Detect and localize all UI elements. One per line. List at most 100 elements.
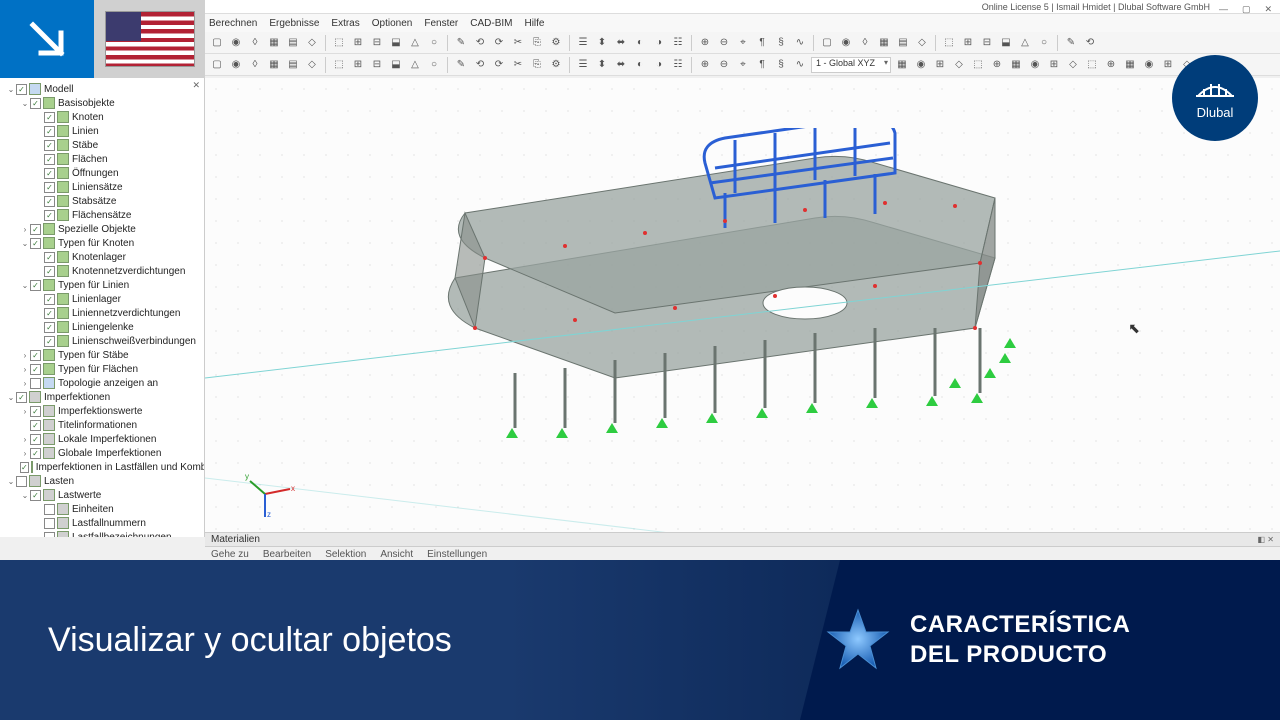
- toolbar-button[interactable]: ✂: [510, 35, 526, 51]
- toolbar-button[interactable]: ⬌: [613, 57, 629, 73]
- toolbar-button[interactable]: ◑: [651, 57, 667, 73]
- tree-item[interactable]: ›Topologie anzeigen an: [2, 376, 202, 390]
- panel-menu-item[interactable]: Gehe zu: [211, 549, 249, 560]
- toolbar-button[interactable]: ▢: [209, 35, 225, 51]
- toolbar-button[interactable]: ○: [426, 57, 442, 73]
- toolbar-button[interactable]: ○: [1036, 35, 1052, 51]
- toolbar-button[interactable]: ✎: [453, 35, 469, 51]
- toolbar-button[interactable]: ⬓: [998, 35, 1014, 51]
- checkbox[interactable]: [30, 434, 41, 445]
- toolbar-button[interactable]: ◉: [913, 57, 929, 73]
- toolbar-button[interactable]: ▤: [895, 35, 911, 51]
- toolbar-button[interactable]: ⬍: [594, 57, 610, 73]
- toolbar-button[interactable]: ⊞: [1160, 57, 1176, 73]
- tree-item[interactable]: ⌄Lastwerte: [2, 488, 202, 502]
- tree-item[interactable]: Lastfallnummern: [2, 516, 202, 530]
- expand-icon[interactable]: ›: [20, 379, 30, 388]
- checkbox[interactable]: [44, 322, 55, 333]
- toolbar-button[interactable]: ◐: [632, 57, 648, 73]
- toolbar-button[interactable]: §: [773, 35, 789, 51]
- toolbar-button[interactable]: ⟳: [491, 35, 507, 51]
- checkbox[interactable]: [30, 448, 41, 459]
- toolbar-button[interactable]: ⊞: [350, 57, 366, 73]
- axis-gizmo[interactable]: x y z: [245, 469, 295, 519]
- toolbar-button[interactable]: ⌖: [735, 35, 751, 51]
- checkbox[interactable]: [44, 294, 55, 305]
- tree-item[interactable]: Knotennetzverdichtungen: [2, 264, 202, 278]
- menu-fenster[interactable]: Fenster: [424, 18, 458, 29]
- expand-icon[interactable]: ⌄: [6, 477, 16, 486]
- toolbar-button[interactable]: ☷: [670, 35, 686, 51]
- viewport-3d[interactable]: x y z ⬉: [205, 78, 1280, 537]
- checkbox[interactable]: [44, 140, 55, 151]
- toolbar-button[interactable]: ⎘: [529, 35, 545, 51]
- toolbar-button[interactable]: ✂: [510, 57, 526, 73]
- tree-item[interactable]: ›Imperfektionswerte: [2, 404, 202, 418]
- menu-extras[interactable]: Extras: [331, 18, 359, 29]
- checkbox[interactable]: [30, 420, 41, 431]
- coord-system-dropdown[interactable]: 1 - Global XYZ: [811, 57, 891, 73]
- toolbar-button[interactable]: §: [773, 57, 789, 73]
- toolbar-button[interactable]: ¶: [754, 35, 770, 51]
- toolbar-button[interactable]: △: [407, 35, 423, 51]
- checkbox[interactable]: [16, 392, 27, 403]
- tree-item[interactable]: ›Spezielle Objekte: [2, 222, 202, 236]
- toolbar-button[interactable]: ⬚: [1084, 57, 1100, 73]
- toolbar-button[interactable]: ◊: [857, 35, 873, 51]
- expand-icon[interactable]: ›: [20, 351, 30, 360]
- toolbar-button[interactable]: ∿: [792, 57, 808, 73]
- checkbox[interactable]: [44, 112, 55, 123]
- checkbox[interactable]: [44, 168, 55, 179]
- expand-icon[interactable]: ⌄: [20, 239, 30, 248]
- toolbar-button[interactable]: ◉: [228, 35, 244, 51]
- tree-item[interactable]: Flächen: [2, 152, 202, 166]
- tree-item[interactable]: ⌄Lasten: [2, 474, 202, 488]
- toolbar-button[interactable]: ◇: [304, 57, 320, 73]
- tree-item[interactable]: ⌄Imperfektionen: [2, 390, 202, 404]
- expand-icon[interactable]: ›: [20, 449, 30, 458]
- toolbar-button[interactable]: ⊟: [979, 35, 995, 51]
- checkbox[interactable]: [30, 238, 41, 249]
- menu-ergebnisse[interactable]: Ergebnisse: [269, 18, 319, 29]
- tree-item[interactable]: Öffnungen: [2, 166, 202, 180]
- tree-item[interactable]: Knotenlager: [2, 250, 202, 264]
- toolbar-button[interactable]: ☰: [575, 35, 591, 51]
- toolbar-button[interactable]: ✎: [453, 57, 469, 73]
- toolbar-button[interactable]: △: [407, 57, 423, 73]
- toolbar-button[interactable]: ⟳: [491, 57, 507, 73]
- tree-item[interactable]: Liniengelenke: [2, 320, 202, 334]
- toolbar-button[interactable]: ◉: [228, 57, 244, 73]
- toolbar-button[interactable]: ⊖: [716, 35, 732, 51]
- checkbox[interactable]: [16, 476, 27, 487]
- toolbar-button[interactable]: ▦: [266, 35, 282, 51]
- menu-cad-bim[interactable]: CAD-BIM: [470, 18, 512, 29]
- checkbox[interactable]: [30, 490, 41, 501]
- toolbar-button[interactable]: ⊞: [350, 35, 366, 51]
- tree-item[interactable]: ⌄Typen für Linien: [2, 278, 202, 292]
- checkbox[interactable]: [44, 504, 55, 515]
- toolbar-button[interactable]: ∿: [792, 35, 808, 51]
- toolbar-button[interactable]: ⬌: [613, 35, 629, 51]
- toolbar-button[interactable]: ◇: [951, 57, 967, 73]
- toolbar-button[interactable]: ⟲: [472, 57, 488, 73]
- tree-item[interactable]: ›Typen für Flächen: [2, 362, 202, 376]
- toolbar-button[interactable]: ▦: [1008, 57, 1024, 73]
- expand-icon[interactable]: ⌄: [6, 393, 16, 402]
- toolbar-button[interactable]: ▢: [819, 35, 835, 51]
- tree-item[interactable]: Linienschweißverbindungen: [2, 334, 202, 348]
- toolbar-button[interactable]: ⚙: [548, 57, 564, 73]
- tree-item[interactable]: ›Lokale Imperfektionen: [2, 432, 202, 446]
- expand-icon[interactable]: ⌄: [6, 85, 16, 94]
- tree-item[interactable]: ⌄Typen für Knoten: [2, 236, 202, 250]
- checkbox[interactable]: [30, 224, 41, 235]
- menu-optionen[interactable]: Optionen: [372, 18, 413, 29]
- toolbar-button[interactable]: ◇: [304, 35, 320, 51]
- tree-item[interactable]: Linien: [2, 124, 202, 138]
- checkbox[interactable]: [44, 266, 55, 277]
- tree-item[interactable]: ›Typen für Stäbe: [2, 348, 202, 362]
- toolbar-button[interactable]: ▤: [285, 35, 301, 51]
- toolbar-button[interactable]: ◊: [247, 57, 263, 73]
- toolbar-button[interactable]: ◉: [1027, 57, 1043, 73]
- checkbox[interactable]: [44, 154, 55, 165]
- panel-menu-item[interactable]: Bearbeiten: [263, 549, 311, 560]
